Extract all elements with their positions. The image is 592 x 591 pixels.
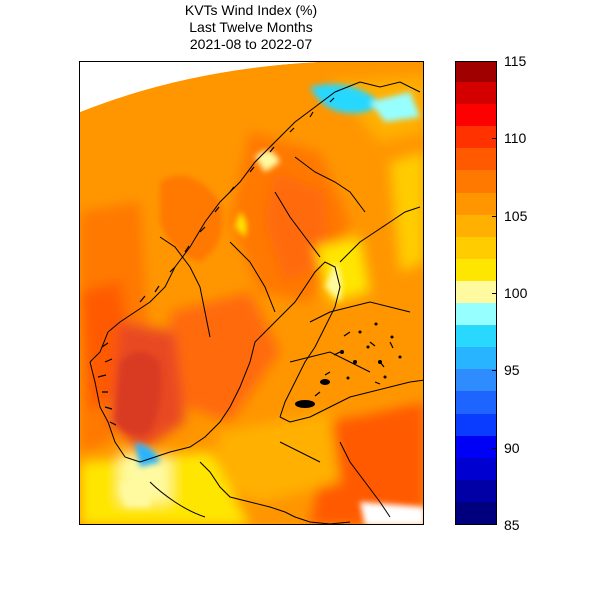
- colorbar-segment: [456, 412, 496, 436]
- colorbar-segment: [456, 191, 496, 215]
- colorbar-tick-mark: [492, 293, 497, 294]
- colorbar-segment: [456, 368, 496, 392]
- colorbar-tick-mark: [492, 370, 497, 372]
- colorbar-segment: [456, 302, 496, 326]
- colorbar-segment: [456, 169, 496, 193]
- colorbar-segment: [456, 62, 496, 83]
- colorbar-segment: [456, 236, 496, 259]
- chart-title: KVTs Wind Index (%) Last Twelve Months 2…: [78, 2, 424, 53]
- colorbar-tick-mark: [492, 524, 497, 525]
- fjord-detail: [97, 97, 394, 426]
- colorbar-tick-label: 105: [504, 207, 528, 224]
- colorbar-tick-mark: [492, 447, 497, 449]
- title-line-3: 2021-08 to 2022-07: [189, 36, 313, 52]
- colorbar-segment: [456, 258, 496, 281]
- colorbar-tick-mark: [492, 215, 497, 217]
- colorbar-segment: [456, 81, 496, 105]
- title-line-1: KVTs Wind Index (%): [184, 2, 318, 18]
- wind-index-map: [80, 62, 423, 524]
- colorbar-tick-mark: [492, 61, 497, 62]
- colorbar-segment: [456, 479, 496, 502]
- map-field: [80, 62, 423, 524]
- colorbar-tick-label: 90: [504, 439, 520, 456]
- low-wind-areas: [120, 84, 423, 524]
- colorbar-segment: [456, 103, 496, 127]
- mountain-ridge: [115, 175, 223, 436]
- map-panel: [79, 61, 424, 525]
- domain-edge: [80, 62, 423, 112]
- lakes: [295, 322, 402, 408]
- colorbar-segment: [456, 435, 496, 458]
- colorbar-segment: [456, 501, 496, 524]
- colorbar-segment: [456, 214, 496, 237]
- colorbar-segment: [456, 324, 496, 348]
- title-line-2: Last Twelve Months: [189, 19, 313, 35]
- colorbar-segment: [456, 280, 496, 304]
- colorbar-segment: [456, 390, 496, 414]
- colorbar-tick-label: 115: [504, 53, 527, 69]
- colorbar-segment: [456, 147, 496, 171]
- colorbar-segment: [456, 125, 496, 149]
- colorbar-tick-label: 85: [504, 517, 520, 533]
- colorbar-segment: [456, 457, 496, 480]
- colorbar-tick-label: 110: [504, 130, 527, 147]
- colorbar-tick-label: 95: [504, 362, 520, 379]
- coastlines: [89, 81, 423, 524]
- colorbar-tick-mark: [492, 138, 497, 140]
- colorbar: [455, 61, 497, 525]
- colorbar-segment: [456, 346, 496, 370]
- colorbar-tick-label: 100: [504, 285, 528, 301]
